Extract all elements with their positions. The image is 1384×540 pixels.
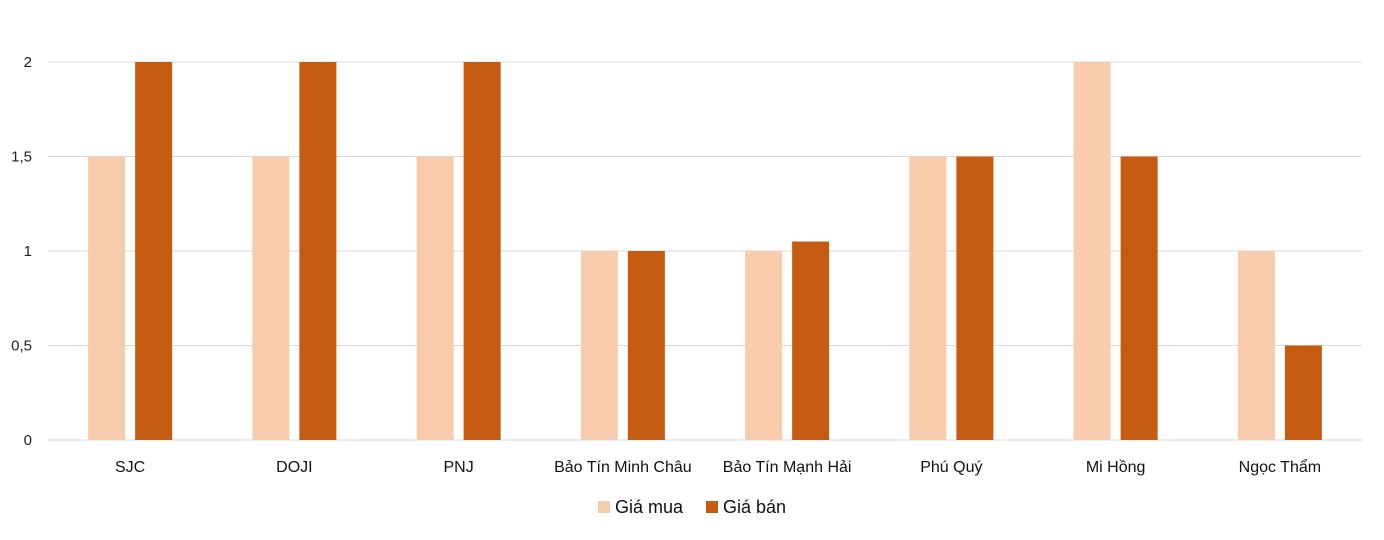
- y-tick-label: 2: [24, 54, 32, 71]
- gridlines: [48, 61, 1362, 441]
- bar-gia-mua: [745, 251, 783, 440]
- y-tick-label: 0,5: [11, 338, 32, 355]
- bar-gia-ban: [1120, 156, 1158, 440]
- x-category-label: Phú Quý: [920, 459, 982, 476]
- x-axis-categories: SJC DOJI PNJ Bảo Tín Minh Châu Bảo Tín Mạnh …: [115, 458, 1321, 476]
- x-category-label: Ngọc Thẩm: [1239, 458, 1321, 476]
- x-category-label: Mi Hồng: [1086, 459, 1146, 476]
- bar-gia-mua: [1073, 62, 1111, 440]
- bar-gia-ban: [299, 62, 337, 440]
- y-tick-label: 1: [24, 243, 32, 260]
- x-category-label: DOJI: [276, 459, 312, 476]
- bar-gia-mua: [416, 156, 454, 440]
- legend-swatch-gia-mua: [598, 501, 610, 513]
- bar-gia-ban: [792, 241, 830, 440]
- bar-gia-mua: [909, 156, 947, 440]
- legend-label-gia-ban: Giá bán: [723, 497, 786, 517]
- bar-gia-ban: [135, 62, 173, 440]
- bars: [88, 62, 1322, 440]
- legend: Giá mua Giá bán: [598, 497, 786, 517]
- bar-gia-ban: [463, 62, 501, 440]
- bar-gia-ban: [956, 156, 994, 440]
- x-category-label: Bảo Tín Minh Châu: [554, 459, 692, 476]
- y-tick-label: 0: [24, 432, 32, 449]
- bar-gia-mua: [252, 156, 290, 440]
- legend-swatch-gia-ban: [706, 501, 718, 513]
- bar-gia-ban: [627, 251, 665, 440]
- x-category-label: Bảo Tín Mạnh Hải: [723, 459, 852, 476]
- y-axis-ticks: 0 0,5 1 1,5 2: [11, 54, 32, 449]
- bar-gia-mua: [1237, 251, 1275, 440]
- x-category-label: SJC: [115, 459, 145, 476]
- x-category-label: PNJ: [444, 459, 474, 476]
- bar-gia-mua: [88, 156, 126, 440]
- bar-gia-mua: [580, 251, 618, 440]
- legend-label-gia-mua: Giá mua: [615, 497, 684, 517]
- bar-gia-ban: [1284, 345, 1322, 440]
- y-tick-label: 1,5: [11, 149, 32, 166]
